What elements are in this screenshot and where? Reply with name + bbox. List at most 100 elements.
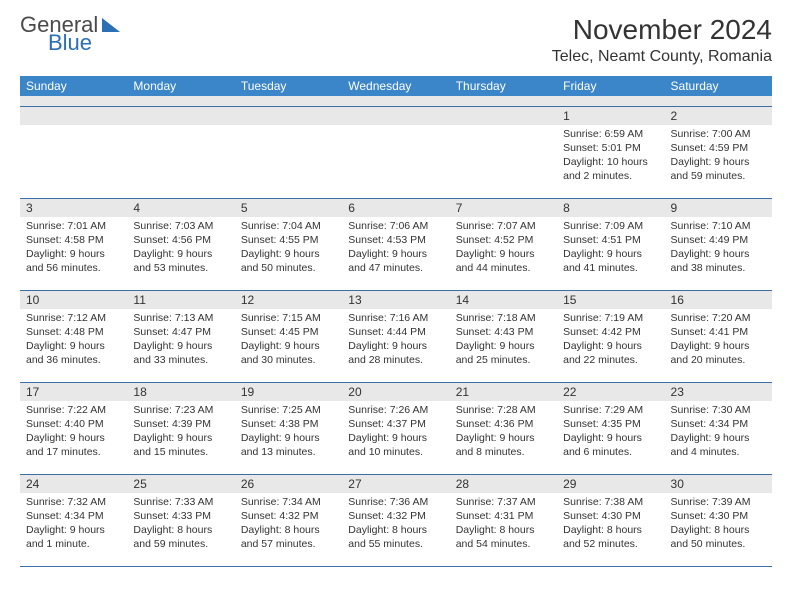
day-cell: 27Sunrise: 7:36 AMSunset: 4:32 PMDayligh… — [342, 474, 449, 566]
day-content: Sunrise: 7:33 AMSunset: 4:33 PMDaylight:… — [127, 493, 234, 556]
day-content: Sunrise: 7:19 AMSunset: 4:42 PMDaylight:… — [557, 309, 664, 372]
sunrise: Sunrise: 7:38 AM — [563, 495, 658, 509]
day-cell: 9Sunrise: 7:10 AMSunset: 4:49 PMDaylight… — [665, 198, 772, 290]
sunset: Sunset: 4:40 PM — [26, 417, 121, 431]
sunrise: Sunrise: 7:28 AM — [456, 403, 551, 417]
sunrise: Sunrise: 7:06 AM — [348, 219, 443, 233]
sunrise: Sunrise: 7:18 AM — [456, 311, 551, 325]
day-content: Sunrise: 7:23 AMSunset: 4:39 PMDaylight:… — [127, 401, 234, 464]
sunrise: Sunrise: 7:04 AM — [241, 219, 336, 233]
day-cell: 29Sunrise: 7:38 AMSunset: 4:30 PMDayligh… — [557, 474, 664, 566]
sunset: Sunset: 4:37 PM — [348, 417, 443, 431]
sunset: Sunset: 4:30 PM — [671, 509, 766, 523]
day-content: Sunrise: 7:20 AMSunset: 4:41 PMDaylight:… — [665, 309, 772, 372]
sunset: Sunset: 4:59 PM — [671, 141, 766, 155]
day-number: 11 — [127, 291, 234, 309]
day-number: 16 — [665, 291, 772, 309]
sunset: Sunset: 4:49 PM — [671, 233, 766, 247]
sail-icon — [102, 18, 120, 32]
sunset: Sunset: 4:39 PM — [133, 417, 228, 431]
daylight: Daylight: 9 hours and 25 minutes. — [456, 339, 551, 367]
sunset: Sunset: 4:42 PM — [563, 325, 658, 339]
daylight: Daylight: 9 hours and 6 minutes. — [563, 431, 658, 459]
sunset: Sunset: 4:45 PM — [241, 325, 336, 339]
day-number: 25 — [127, 475, 234, 493]
day-cell: 1Sunrise: 6:59 AMSunset: 5:01 PMDaylight… — [557, 106, 664, 198]
day-cell: 11Sunrise: 7:13 AMSunset: 4:47 PMDayligh… — [127, 290, 234, 382]
day-cell: 5Sunrise: 7:04 AMSunset: 4:55 PMDaylight… — [235, 198, 342, 290]
day-content: Sunrise: 7:07 AMSunset: 4:52 PMDaylight:… — [450, 217, 557, 280]
day-number: 20 — [342, 383, 449, 401]
day-content: Sunrise: 7:26 AMSunset: 4:37 PMDaylight:… — [342, 401, 449, 464]
day-cell: 15Sunrise: 7:19 AMSunset: 4:42 PMDayligh… — [557, 290, 664, 382]
day-number: 7 — [450, 199, 557, 217]
day-cell — [235, 106, 342, 198]
day-header-row: SundayMondayTuesdayWednesdayThursdayFrid… — [20, 76, 772, 96]
day-number: 21 — [450, 383, 557, 401]
sunset: Sunset: 5:01 PM — [563, 141, 658, 155]
day-number: 5 — [235, 199, 342, 217]
day-number: 9 — [665, 199, 772, 217]
week-row: 17Sunrise: 7:22 AMSunset: 4:40 PMDayligh… — [20, 382, 772, 474]
day-number: 24 — [20, 475, 127, 493]
title-block: November 2024 Telec, Neamt County, Roman… — [552, 14, 772, 66]
day-content: Sunrise: 7:06 AMSunset: 4:53 PMDaylight:… — [342, 217, 449, 280]
day-number: 22 — [557, 383, 664, 401]
day-number: 27 — [342, 475, 449, 493]
daylight: Daylight: 9 hours and 59 minutes. — [671, 155, 766, 183]
sunrise: Sunrise: 7:07 AM — [456, 219, 551, 233]
day-number-empty — [450, 107, 557, 125]
day-content: Sunrise: 7:37 AMSunset: 4:31 PMDaylight:… — [450, 493, 557, 556]
day-header: Wednesday — [342, 76, 449, 96]
day-cell: 30Sunrise: 7:39 AMSunset: 4:30 PMDayligh… — [665, 474, 772, 566]
sunset: Sunset: 4:47 PM — [133, 325, 228, 339]
sunrise: Sunrise: 7:39 AM — [671, 495, 766, 509]
daylight: Daylight: 9 hours and 36 minutes. — [26, 339, 121, 367]
day-content: Sunrise: 7:13 AMSunset: 4:47 PMDaylight:… — [127, 309, 234, 372]
sunrise: Sunrise: 7:29 AM — [563, 403, 658, 417]
daylight: Daylight: 9 hours and 53 minutes. — [133, 247, 228, 275]
day-cell: 7Sunrise: 7:07 AMSunset: 4:52 PMDaylight… — [450, 198, 557, 290]
sunrise: Sunrise: 7:25 AM — [241, 403, 336, 417]
sunrise: Sunrise: 7:37 AM — [456, 495, 551, 509]
month-title: November 2024 — [552, 14, 772, 46]
day-header: Friday — [557, 76, 664, 96]
sunset: Sunset: 4:52 PM — [456, 233, 551, 247]
calendar-table: SundayMondayTuesdayWednesdayThursdayFrid… — [20, 76, 772, 567]
day-number: 19 — [235, 383, 342, 401]
sunrise: Sunrise: 7:36 AM — [348, 495, 443, 509]
day-cell: 24Sunrise: 7:32 AMSunset: 4:34 PMDayligh… — [20, 474, 127, 566]
day-content: Sunrise: 7:03 AMSunset: 4:56 PMDaylight:… — [127, 217, 234, 280]
day-number: 14 — [450, 291, 557, 309]
sunset: Sunset: 4:35 PM — [563, 417, 658, 431]
sunrise: Sunrise: 7:22 AM — [26, 403, 121, 417]
day-header: Tuesday — [235, 76, 342, 96]
day-content: Sunrise: 7:15 AMSunset: 4:45 PMDaylight:… — [235, 309, 342, 372]
day-number-empty — [342, 107, 449, 125]
day-cell: 17Sunrise: 7:22 AMSunset: 4:40 PMDayligh… — [20, 382, 127, 474]
daylight: Daylight: 9 hours and 13 minutes. — [241, 431, 336, 459]
daylight: Daylight: 9 hours and 50 minutes. — [241, 247, 336, 275]
daylight: Daylight: 9 hours and 15 minutes. — [133, 431, 228, 459]
day-number: 23 — [665, 383, 772, 401]
daylight: Daylight: 9 hours and 30 minutes. — [241, 339, 336, 367]
day-cell: 14Sunrise: 7:18 AMSunset: 4:43 PMDayligh… — [450, 290, 557, 382]
daylight: Daylight: 9 hours and 20 minutes. — [671, 339, 766, 367]
day-content: Sunrise: 7:22 AMSunset: 4:40 PMDaylight:… — [20, 401, 127, 464]
day-number: 8 — [557, 199, 664, 217]
sunrise: Sunrise: 7:23 AM — [133, 403, 228, 417]
day-content: Sunrise: 7:10 AMSunset: 4:49 PMDaylight:… — [665, 217, 772, 280]
day-content: Sunrise: 7:09 AMSunset: 4:51 PMDaylight:… — [557, 217, 664, 280]
sunrise: Sunrise: 7:34 AM — [241, 495, 336, 509]
sunrise: Sunrise: 7:16 AM — [348, 311, 443, 325]
sunrise: Sunrise: 7:19 AM — [563, 311, 658, 325]
day-content: Sunrise: 7:38 AMSunset: 4:30 PMDaylight:… — [557, 493, 664, 556]
daylight: Daylight: 10 hours and 2 minutes. — [563, 155, 658, 183]
day-header: Monday — [127, 76, 234, 96]
spacer-cell — [20, 96, 772, 106]
day-cell: 16Sunrise: 7:20 AMSunset: 4:41 PMDayligh… — [665, 290, 772, 382]
sunset: Sunset: 4:30 PM — [563, 509, 658, 523]
sunrise: Sunrise: 7:33 AM — [133, 495, 228, 509]
day-number: 12 — [235, 291, 342, 309]
daylight: Daylight: 8 hours and 55 minutes. — [348, 523, 443, 551]
